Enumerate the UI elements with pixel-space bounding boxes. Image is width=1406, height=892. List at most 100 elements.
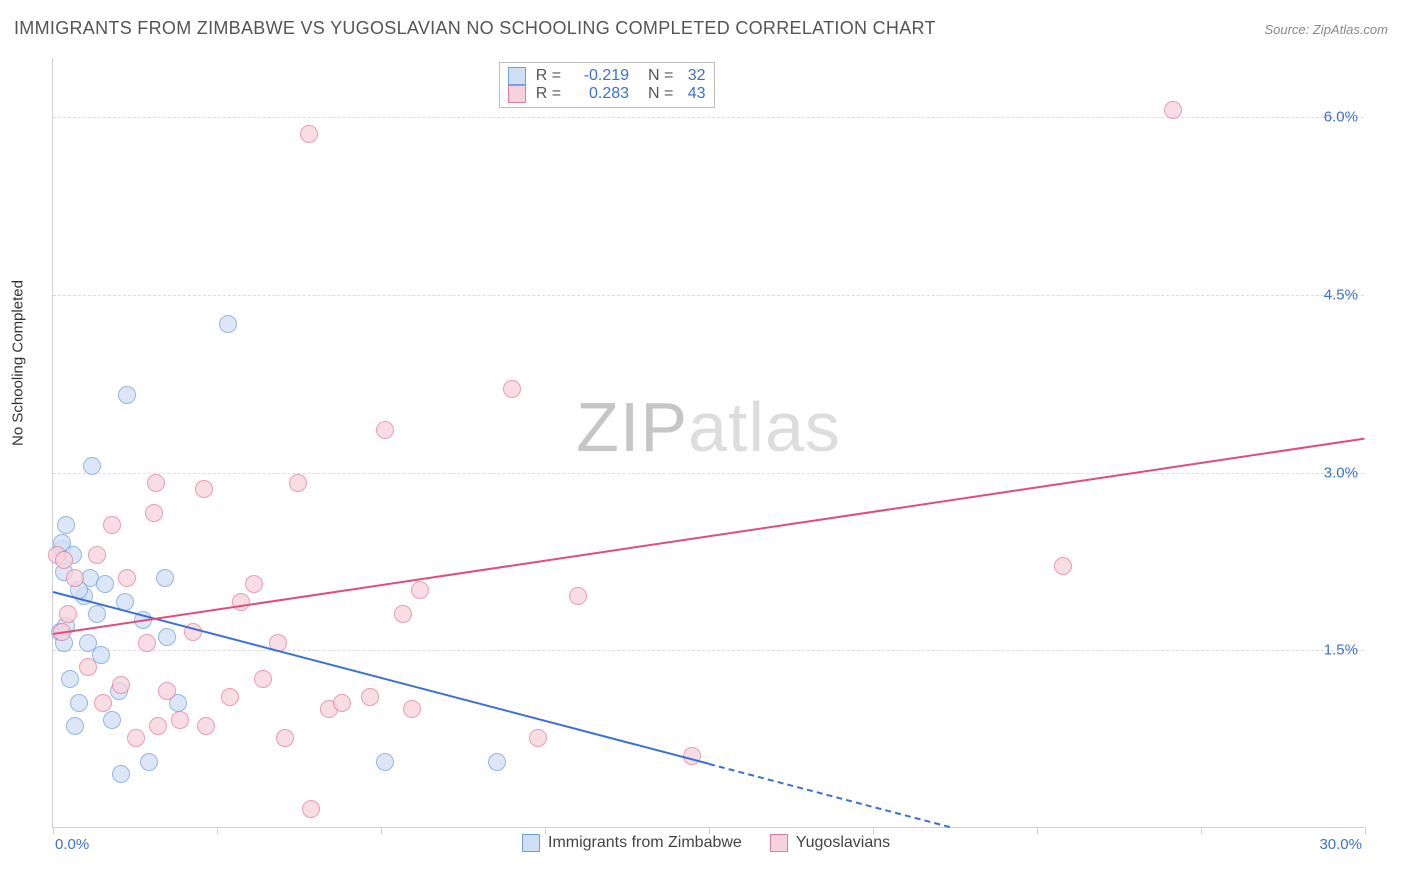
- watermark-zip: ZIP: [576, 388, 688, 466]
- x-tick: [53, 827, 54, 834]
- x-tick: [1037, 827, 1038, 834]
- source-attribution: Source: ZipAtlas.com: [1264, 22, 1388, 37]
- data-point: [245, 575, 263, 593]
- data-point: [79, 658, 97, 676]
- y-tick-label: 4.5%: [1324, 286, 1358, 303]
- legend-item: Immigrants from Zimbabwe: [522, 834, 742, 852]
- gridline: [53, 295, 1364, 296]
- data-point: [147, 474, 165, 492]
- stat-n-label: N =: [639, 85, 673, 103]
- trend-line: [709, 763, 950, 828]
- data-point: [221, 688, 239, 706]
- data-point: [488, 753, 506, 771]
- data-point: [112, 676, 130, 694]
- stat-r-label: R =: [536, 67, 561, 85]
- series-swatch: [508, 85, 526, 103]
- series-swatch: [508, 67, 526, 85]
- data-point: [219, 315, 237, 333]
- legend-swatch: [770, 834, 788, 852]
- trend-line: [53, 437, 1365, 634]
- watermark-rest: atlas: [688, 388, 841, 466]
- data-point: [569, 587, 587, 605]
- data-point: [411, 581, 429, 599]
- data-point: [138, 634, 156, 652]
- data-point: [1054, 557, 1072, 575]
- x-tick: [217, 827, 218, 834]
- correlation-stats-box: R = -0.219 N = 32 R = 0.283 N = 43: [499, 62, 715, 108]
- data-point: [55, 551, 73, 569]
- stat-r-label: R =: [536, 85, 561, 103]
- data-point: [61, 670, 79, 688]
- scatter-plot-area: ZIPatlas R = -0.219 N = 32 R = 0.283 N = 43…: [52, 58, 1364, 828]
- data-point: [232, 593, 250, 611]
- gridline: [53, 650, 1364, 651]
- data-point: [503, 380, 521, 398]
- data-point: [171, 711, 189, 729]
- data-point: [70, 694, 88, 712]
- y-tick-label: 6.0%: [1324, 109, 1358, 126]
- data-point: [276, 729, 294, 747]
- data-point: [394, 605, 412, 623]
- y-axis-label: No Schooling Completed: [10, 280, 27, 446]
- x-tick: [1365, 827, 1366, 834]
- chart-title: IMMIGRANTS FROM ZIMBABWE VS YUGOSLAVIAN …: [14, 18, 936, 39]
- legend-label: Immigrants from Zimbabwe: [548, 834, 742, 852]
- stat-r-value: -0.219: [571, 67, 629, 85]
- source-site: ZipAtlas.com: [1313, 22, 1388, 37]
- data-point: [112, 765, 130, 783]
- x-tick: [873, 827, 874, 834]
- data-point: [195, 480, 213, 498]
- data-point: [103, 516, 121, 534]
- data-point: [403, 700, 421, 718]
- legend: Immigrants from Zimbabwe Yugoslavians: [522, 834, 890, 852]
- stat-n-label: N =: [639, 67, 673, 85]
- stat-n-value: 32: [683, 67, 705, 85]
- y-tick-label: 3.0%: [1324, 464, 1358, 481]
- data-point: [158, 628, 176, 646]
- data-point: [127, 729, 145, 747]
- legend-item: Yugoslavians: [770, 834, 890, 852]
- trend-line: [53, 591, 710, 765]
- data-point: [302, 800, 320, 818]
- data-point: [66, 569, 84, 587]
- data-point: [1164, 101, 1182, 119]
- data-point: [158, 682, 176, 700]
- data-point: [289, 474, 307, 492]
- gridline: [53, 473, 1364, 474]
- data-point: [145, 504, 163, 522]
- data-point: [140, 753, 158, 771]
- data-point: [59, 605, 77, 623]
- data-point: [103, 711, 121, 729]
- data-point: [156, 569, 174, 587]
- source-label: Source:: [1264, 22, 1312, 37]
- watermark: ZIPatlas: [576, 387, 841, 467]
- data-point: [300, 125, 318, 143]
- data-point: [333, 694, 351, 712]
- data-point: [149, 717, 167, 735]
- stats-row: R = 0.283 N = 43: [508, 85, 706, 103]
- y-tick-label: 1.5%: [1324, 642, 1358, 659]
- data-point: [96, 575, 114, 593]
- x-min-label: 0.0%: [55, 836, 89, 853]
- legend-swatch: [522, 834, 540, 852]
- legend-label: Yugoslavians: [796, 834, 890, 852]
- x-tick: [545, 827, 546, 834]
- data-point: [88, 605, 106, 623]
- stat-r-value: 0.283: [571, 85, 629, 103]
- data-point: [118, 386, 136, 404]
- data-point: [361, 688, 379, 706]
- data-point: [94, 694, 112, 712]
- data-point: [118, 569, 136, 587]
- data-point: [66, 717, 84, 735]
- data-point: [376, 753, 394, 771]
- x-tick: [381, 827, 382, 834]
- x-tick: [1201, 827, 1202, 834]
- data-point: [57, 516, 75, 534]
- x-max-label: 30.0%: [1319, 836, 1362, 853]
- stat-n-value: 43: [683, 85, 705, 103]
- data-point: [254, 670, 272, 688]
- data-point: [376, 421, 394, 439]
- data-point: [197, 717, 215, 735]
- stats-row: R = -0.219 N = 32: [508, 67, 706, 85]
- data-point: [88, 546, 106, 564]
